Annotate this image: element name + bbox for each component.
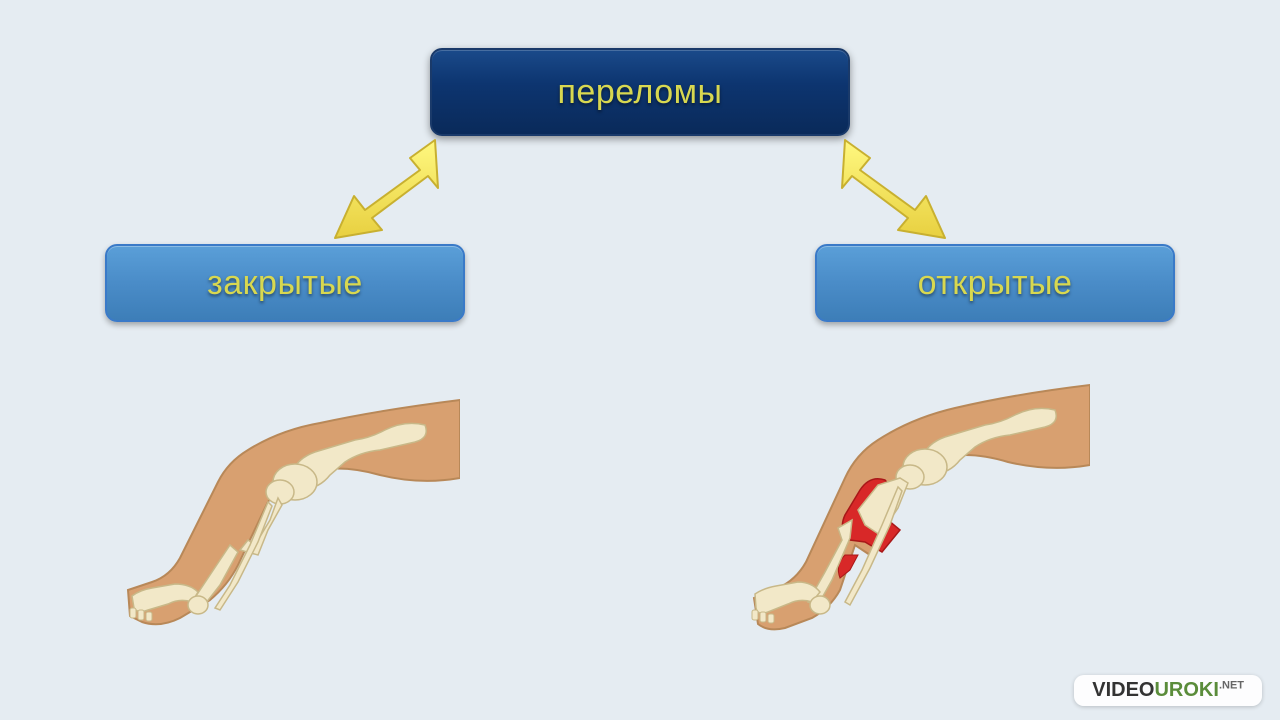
root-box: переломы: [430, 48, 850, 136]
root-label: переломы: [558, 73, 723, 112]
child-box-open: открытые: [815, 244, 1175, 322]
child-label-closed: закрытые: [207, 264, 363, 303]
watermark: VIDEOUROKI.NET: [1074, 675, 1262, 706]
closed-fracture-illustration: [120, 390, 460, 655]
watermark-suffix: .NET: [1219, 679, 1244, 691]
child-label-open: открытые: [918, 264, 1073, 303]
watermark-prefix: VIDEO: [1092, 679, 1154, 701]
child-box-closed: закрытые: [105, 244, 465, 322]
arrow-left-icon: [320, 128, 460, 253]
watermark-accent: UROKI: [1154, 679, 1218, 701]
arrow-right-icon: [820, 128, 960, 253]
open-fracture-illustration: [750, 380, 1090, 655]
